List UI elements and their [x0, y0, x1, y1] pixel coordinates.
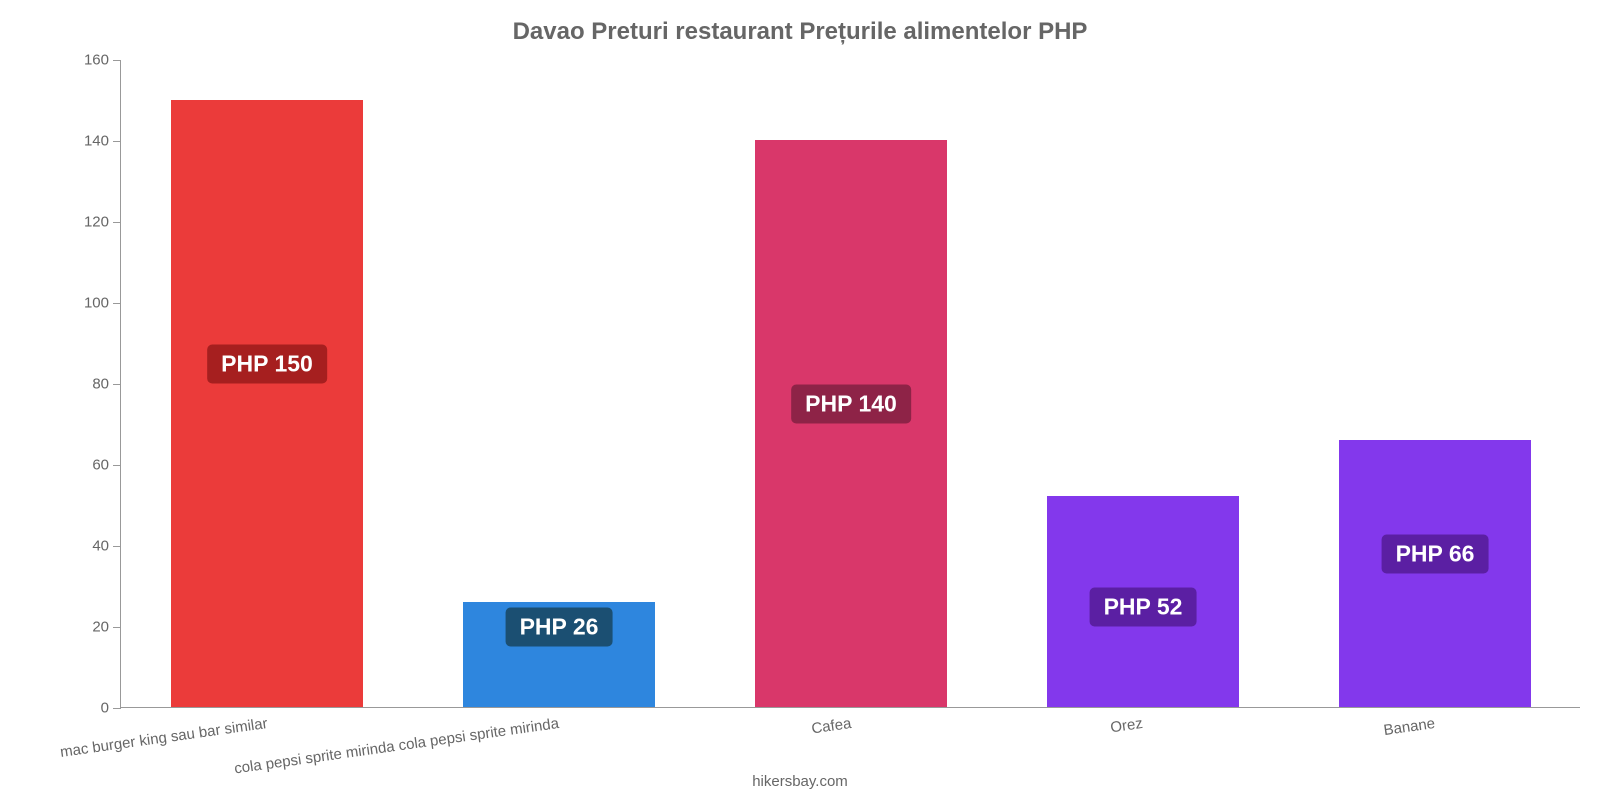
footer-attribution: hikersbay.com	[0, 773, 1600, 790]
y-tick	[113, 546, 121, 547]
y-axis-label: 40	[92, 538, 109, 555]
y-axis-label: 0	[101, 700, 109, 717]
y-tick	[113, 465, 121, 466]
y-axis-label: 100	[84, 295, 109, 312]
value-badge: PHP 26	[506, 608, 613, 647]
plot-area: 020406080100120140160PHP 150mac burger k…	[120, 60, 1580, 708]
y-axis-label: 160	[84, 52, 109, 69]
value-badge: PHP 150	[207, 344, 327, 383]
y-tick	[113, 384, 121, 385]
x-axis-label: mac burger king sau bar similar	[59, 715, 269, 761]
x-axis-label: Orez	[1110, 715, 1145, 736]
y-tick	[113, 627, 121, 628]
x-axis-label: Banane	[1383, 715, 1437, 739]
value-badge: PHP 66	[1382, 535, 1489, 574]
y-tick	[113, 141, 121, 142]
y-axis-label: 80	[92, 376, 109, 393]
chart-title: Davao Preturi restaurant Prețurile alime…	[0, 18, 1600, 46]
y-axis-label: 140	[84, 133, 109, 150]
y-tick	[113, 60, 121, 61]
value-badge: PHP 52	[1090, 587, 1197, 626]
x-axis-label: Cafea	[810, 715, 852, 737]
y-axis-label: 60	[92, 457, 109, 474]
x-axis-label: cola pepsi sprite mirinda cola pepsi spr…	[234, 715, 561, 777]
y-tick	[113, 303, 121, 304]
y-axis-label: 20	[92, 619, 109, 636]
bar	[171, 100, 364, 708]
y-tick	[113, 708, 121, 709]
bar-chart-container: Davao Preturi restaurant Prețurile alime…	[0, 0, 1600, 800]
y-tick	[113, 222, 121, 223]
y-axis-label: 120	[84, 214, 109, 231]
value-badge: PHP 140	[791, 385, 911, 424]
